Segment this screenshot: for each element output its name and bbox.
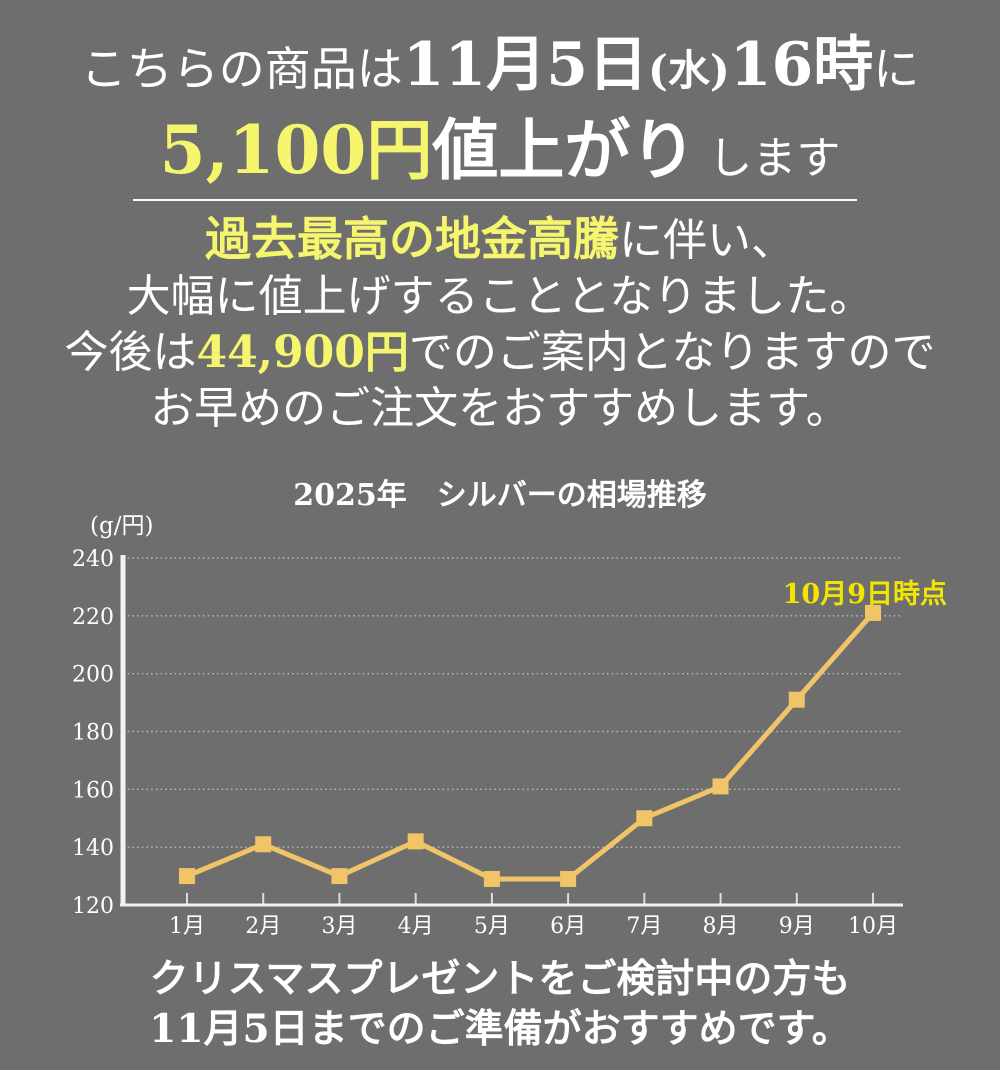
- data-point-marker: [331, 868, 348, 885]
- divider-line: [133, 199, 857, 201]
- notice-line1: 過去最高の地金高騰に伴い、: [0, 211, 1000, 269]
- x-axis-tick-label: 6月: [550, 914, 586, 939]
- y-axis-tick-label: 200: [72, 663, 114, 688]
- y-axis-tick-label: 120: [72, 894, 114, 919]
- x-axis-tick-label: 4月: [398, 914, 434, 939]
- header-line1: こちらの商品は11月5日(水)16時に: [0, 26, 1000, 110]
- x-axis-tick-label: 2月: [245, 914, 281, 939]
- y-axis-unit-label: (g/円): [90, 513, 154, 539]
- notice-line3-post: でのご案内となりますので: [408, 327, 936, 378]
- data-point-marker: [788, 691, 805, 708]
- y-axis-tick-label: 220: [72, 605, 114, 630]
- x-axis-tick-label: 3月: [321, 914, 357, 939]
- chart-title: 2025年 シルバーの相場推移: [293, 478, 707, 513]
- silver-price-chart: 120 140 160 180 200 220 240 1月 2月 3月 4月 5月 6月 7月 8月 9月 1…: [72, 547, 903, 939]
- x-axis-tick-label: 1月: [169, 914, 205, 939]
- x-axis-tick-label: 10月: [848, 914, 898, 939]
- data-point-marker: [255, 836, 272, 853]
- notice-line3-pre: 今後は: [64, 327, 197, 378]
- header-time: 16時: [729, 30, 874, 100]
- new-price: 44,900円: [196, 327, 409, 378]
- notice-text: 過去最高の地金高騰に伴い、 大幅に値上げすることとなりました。 今後は44,90…: [0, 211, 1000, 437]
- header-line2: 5,100円値上がり します: [0, 110, 1000, 199]
- x-axis-tick-label: 9月: [779, 914, 815, 939]
- x-axis-tick-label: 7月: [626, 914, 662, 939]
- x-axis-tick-label: 5月: [474, 914, 510, 939]
- y-axis-tick-label: 140: [72, 836, 114, 861]
- data-point-marker: [712, 778, 729, 795]
- header: こちらの商品は11月5日(水)16時に 5,100円値上がり します: [0, 26, 1000, 199]
- notice-line2: 大幅に値上げすることとなりました。: [126, 271, 874, 322]
- y-axis-tick-label: 240: [72, 547, 114, 572]
- header-line1-suffix: に: [873, 42, 920, 96]
- notice-line4: お早めのご注文をおすすめします。: [150, 383, 850, 434]
- header-line2-suffix: します: [708, 133, 841, 184]
- y-axis-tick-label: 160: [72, 778, 114, 803]
- price-increase-amount: 5,100円: [159, 111, 433, 189]
- data-point-marker: [865, 604, 881, 621]
- header-weekday: (水): [648, 46, 730, 95]
- price-line: [186, 611, 875, 882]
- footer-text: クリスマスプレゼントをご検討中の方も 11月5日までのご準備がおすすめです。: [0, 954, 1000, 1054]
- notice-line1-rest: に伴い、: [619, 215, 795, 266]
- footer-line2: 11月5日までのご準備がおすすめです。: [149, 1006, 851, 1052]
- data-point-marker: [483, 870, 500, 887]
- data-point-marker: [179, 868, 195, 885]
- footer-line1: クリスマスプレゼントをご検討中の方も: [149, 956, 851, 1002]
- chart-annotation: 10月9日時点: [782, 579, 947, 610]
- data-point-marker: [407, 833, 424, 850]
- header-date: 11月5日: [402, 30, 648, 100]
- notice-highlight: 過去最高の地金高騰: [205, 212, 619, 266]
- data-point-marker: [636, 810, 653, 827]
- header-line1-pre: こちらの商品は: [80, 42, 403, 96]
- data-point-marker: [560, 870, 577, 887]
- notice-line3: 今後は44,900円でのご案内となりますので: [0, 325, 1000, 381]
- y-axis-tick-label: 180: [72, 721, 114, 746]
- x-axis-tick-label: 8月: [703, 914, 739, 939]
- price-increase-word: 値上がり: [432, 111, 697, 189]
